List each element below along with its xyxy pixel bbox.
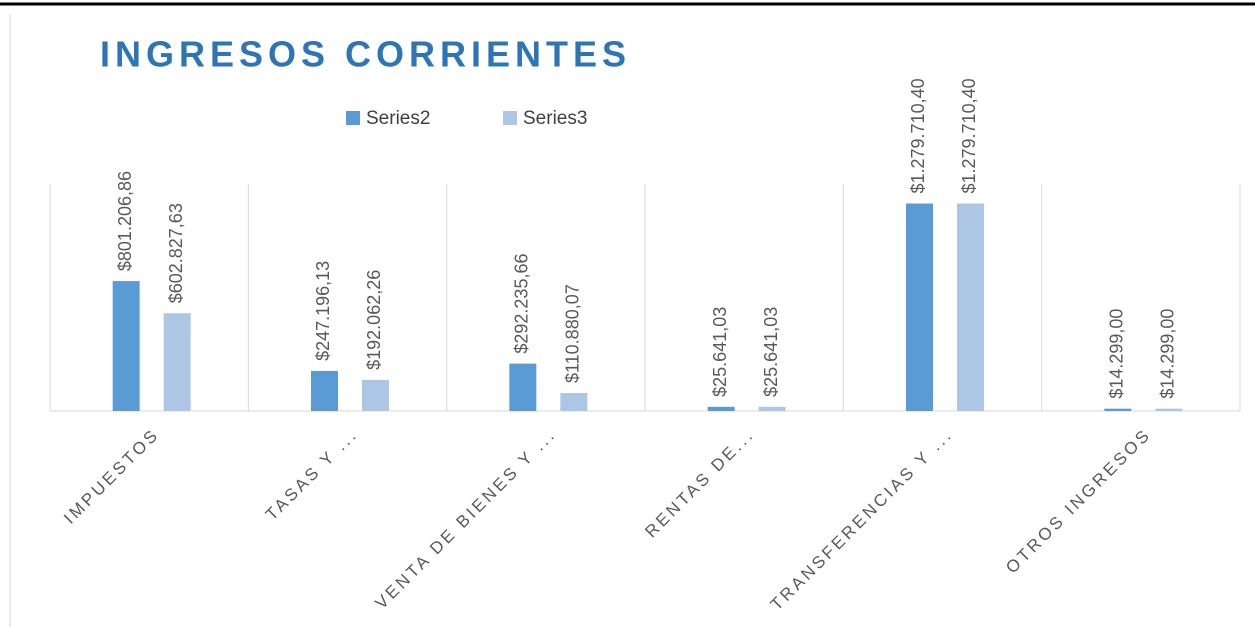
bar (163, 313, 191, 411)
value-label: $1.279.710,40 (908, 78, 928, 193)
bar (1155, 408, 1183, 411)
legend-swatch (503, 111, 517, 125)
bar (1104, 408, 1132, 411)
chart-title: INGRESOS CORRIENTES (100, 34, 631, 75)
bar (509, 363, 537, 411)
bar (560, 393, 588, 411)
value-label: $110.880,07 (563, 284, 583, 383)
value-label: $192.062,26 (364, 270, 384, 370)
legend-label: Series2 (366, 108, 430, 129)
value-label: $25.641,03 (710, 307, 730, 397)
value-label: $602.827,63 (166, 203, 186, 303)
bar (362, 379, 389, 411)
value-label: $247.196,13 (313, 261, 333, 361)
legend-swatch (346, 111, 360, 125)
bar (112, 281, 140, 411)
legend: Series2 Series3 (346, 108, 587, 129)
bar (707, 406, 735, 411)
value-label: $14.299,00 (1158, 309, 1178, 399)
value-label: $14.299,00 (1107, 309, 1127, 399)
bar (957, 203, 984, 411)
value-label: $1.279.710,40 (959, 78, 979, 193)
legend-label: Series3 (523, 108, 587, 129)
bar (311, 370, 338, 411)
bar (906, 203, 933, 411)
value-label: $25.641,03 (761, 307, 781, 397)
bar (758, 406, 786, 411)
value-label: $292.235,66 (512, 254, 532, 354)
value-label: $801.206,86 (115, 171, 135, 271)
